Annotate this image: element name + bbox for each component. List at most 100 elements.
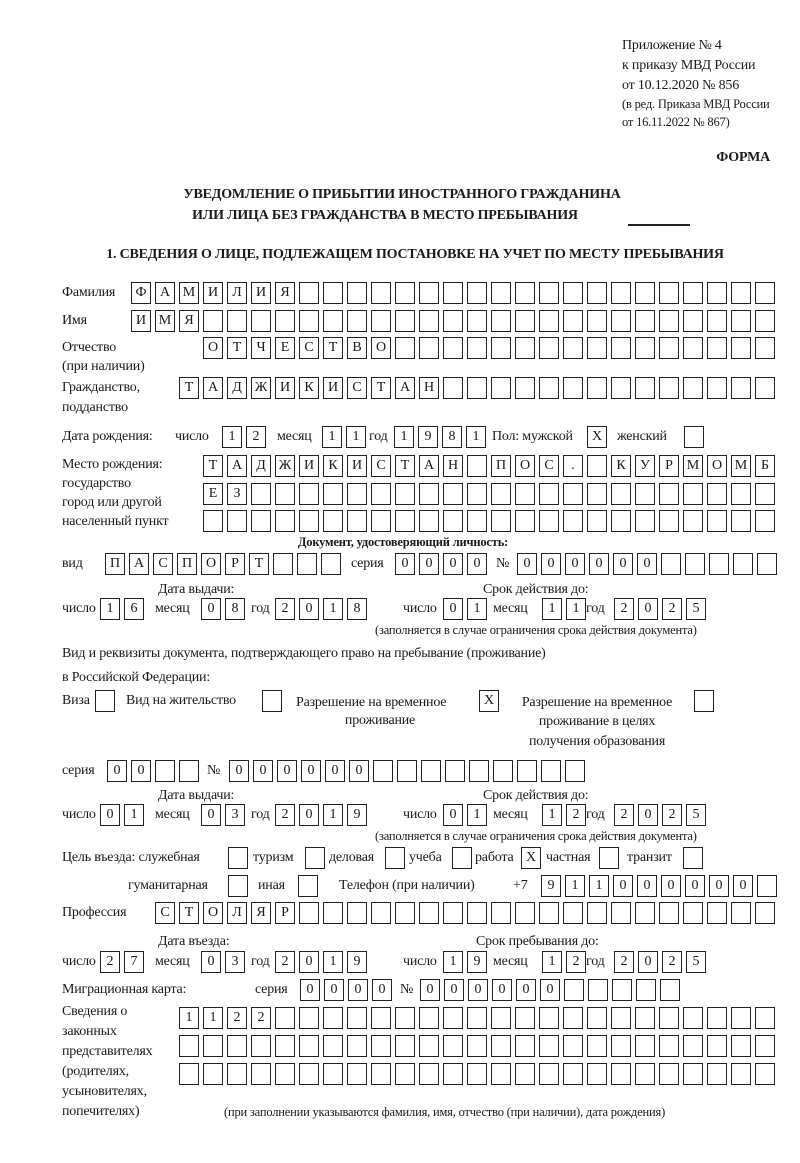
patronymic-box[interactable]: Т [323,337,343,359]
representative-box[interactable] [323,1007,343,1029]
citizenship-box[interactable] [515,377,535,399]
number-box[interactable] [564,979,584,1001]
representative-box[interactable] [179,1035,199,1057]
profession-box[interactable]: Л [227,902,247,924]
representative-box[interactable] [563,1007,583,1029]
patronymic-box[interactable]: Т [227,337,247,359]
birthplace-box[interactable]: И [299,455,319,477]
birthplace-box[interactable] [587,455,607,477]
doc-type-box[interactable]: Т [249,553,269,575]
representative-box[interactable] [251,1035,271,1057]
day-box[interactable]: 1 [124,804,144,826]
birthplace-box[interactable]: Т [203,455,223,477]
birthplace-box[interactable] [371,510,391,532]
representative-box[interactable] [587,1063,607,1085]
representative-box[interactable] [611,1035,631,1057]
patronymic-box[interactable] [443,337,463,359]
birthplace-box[interactable] [635,510,655,532]
name-box[interactable] [611,310,631,332]
year-box[interactable]: 2 [662,951,682,973]
representative-box[interactable] [467,1007,487,1029]
profession-box[interactable] [515,902,535,924]
surname-box[interactable]: Ф [131,282,151,304]
surname-box[interactable]: М [179,282,199,304]
series-box[interactable]: 0 [348,979,368,1001]
birthplace-box[interactable] [203,510,223,532]
birthplace-box[interactable] [275,510,295,532]
citizenship-box[interactable] [755,377,775,399]
representative-box[interactable] [635,1063,655,1085]
name-box[interactable] [755,310,775,332]
surname-box[interactable] [731,282,751,304]
year-box[interactable]: 1 [323,951,343,973]
birthplace-box[interactable] [539,510,559,532]
month-box[interactable]: 8 [225,598,245,620]
profession-box[interactable] [443,902,463,924]
profession-box[interactable] [563,902,583,924]
month-box[interactable]: 1 [346,426,366,448]
name-box[interactable] [443,310,463,332]
name-box[interactable] [419,310,439,332]
number-box[interactable] [660,979,680,1001]
patronymic-box[interactable]: Е [275,337,295,359]
day-box[interactable]: 0 [443,598,463,620]
year-box[interactable]: 8 [442,426,462,448]
number-box[interactable]: 0 [229,760,249,782]
year-box[interactable]: 0 [638,598,658,620]
doc-type-box[interactable] [297,553,317,575]
representative-box[interactable] [731,1035,751,1057]
representative-box[interactable] [611,1007,631,1029]
citizenship-box[interactable] [491,377,511,399]
year-box[interactable]: 2 [662,804,682,826]
citizenship-box[interactable]: Д [227,377,247,399]
year-box[interactable]: 2 [275,951,295,973]
representative-box[interactable] [683,1063,703,1085]
number-box[interactable] [757,553,777,575]
profession-box[interactable] [491,902,511,924]
name-box[interactable] [491,310,511,332]
name-box[interactable] [587,310,607,332]
number-box[interactable] [709,553,729,575]
name-box[interactable] [227,310,247,332]
birthplace-box[interactable] [299,510,319,532]
profession-box[interactable] [755,902,775,924]
surname-box[interactable] [659,282,679,304]
number-box[interactable]: 0 [541,553,561,575]
day-box[interactable]: 1 [467,598,487,620]
purpose-business-checkbox[interactable] [385,847,405,869]
surname-box[interactable] [419,282,439,304]
month-box[interactable]: 0 [201,804,221,826]
representative-box[interactable] [299,1007,319,1029]
birthplace-box[interactable] [491,510,511,532]
representative-box[interactable] [299,1035,319,1057]
month-box[interactable]: 3 [225,804,245,826]
patronymic-box[interactable] [563,337,583,359]
year-box[interactable]: 0 [638,951,658,973]
representative-box[interactable] [443,1035,463,1057]
representative-box[interactable] [467,1035,487,1057]
birthplace-box[interactable] [467,483,487,505]
surname-box[interactable] [491,282,511,304]
birthplace-box[interactable] [659,483,679,505]
representative-box[interactable] [659,1063,679,1085]
patronymic-box[interactable]: Ч [251,337,271,359]
birthplace-box[interactable] [587,483,607,505]
representative-box[interactable] [515,1063,535,1085]
profession-box[interactable]: О [203,902,223,924]
patronymic-box[interactable]: О [371,337,391,359]
representative-box[interactable] [275,1007,295,1029]
birthplace-box[interactable] [731,483,751,505]
representative-box[interactable] [587,1035,607,1057]
representative-box[interactable] [731,1063,751,1085]
doc-type-box[interactable] [321,553,341,575]
name-box[interactable] [251,310,271,332]
number-box[interactable] [612,979,632,1001]
representative-box[interactable] [227,1063,247,1085]
surname-box[interactable] [371,282,391,304]
purpose-work-checkbox[interactable]: X [521,847,541,869]
year-box[interactable]: 5 [686,951,706,973]
citizenship-box[interactable]: Т [179,377,199,399]
day-box[interactable]: 0 [100,804,120,826]
representative-box[interactable] [635,1035,655,1057]
number-box[interactable]: 0 [468,979,488,1001]
